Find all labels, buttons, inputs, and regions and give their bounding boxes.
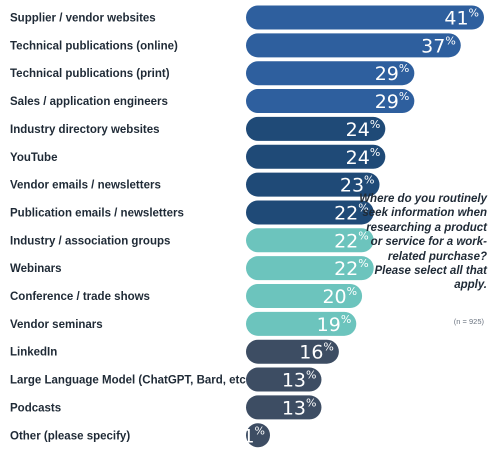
value-suffix: % [399, 62, 409, 75]
value-label: 29% [375, 90, 410, 113]
value-number: 24 [346, 119, 370, 141]
bar [246, 284, 363, 308]
value-number: 24 [346, 147, 370, 169]
value-number: 22 [334, 258, 358, 280]
value-number: 13 [282, 370, 306, 392]
value-number: 41 [444, 8, 468, 30]
sample-size: (n = 925) [453, 317, 484, 326]
category-label: Large Language Model (ChatGPT, Bard, etc… [10, 375, 253, 387]
bar [246, 89, 415, 114]
value-number: 1 [242, 425, 254, 447]
value-number: 13 [282, 397, 306, 419]
bar [246, 228, 374, 253]
value-number: 16 [299, 342, 323, 364]
category-label: Technical publications (online) [10, 40, 178, 52]
value-suffix: % [358, 257, 368, 270]
value-label: 20% [322, 285, 357, 308]
value-suffix: % [445, 34, 455, 47]
bar [246, 395, 322, 420]
value-suffix: % [306, 396, 316, 409]
value-suffix: % [370, 118, 380, 131]
bar [246, 116, 386, 141]
category-label: Technical publications (print) [10, 68, 170, 80]
value-suffix: % [347, 285, 357, 298]
value-suffix: % [358, 201, 368, 214]
value-suffix: % [306, 369, 316, 382]
value-label: 22% [334, 201, 369, 224]
category-label: Vendor emails / newsletters [10, 180, 161, 192]
value-label: 22% [334, 229, 369, 252]
value-label: 29% [375, 62, 410, 85]
value-number: 19 [317, 314, 341, 336]
value-label: 37% [421, 34, 456, 57]
survey-question: Where do you routinely seek information … [359, 193, 487, 292]
value-label: 13% [282, 369, 317, 392]
category-label: LinkedIn [10, 347, 57, 359]
bar [246, 33, 461, 58]
value-number: 22 [334, 202, 358, 224]
bar [246, 61, 415, 86]
bar [246, 144, 386, 169]
bar [246, 5, 484, 30]
value-label: 41% [444, 7, 479, 30]
value-label: 24% [346, 146, 381, 169]
value-number: 23 [340, 175, 364, 197]
value-number: 29 [375, 91, 399, 113]
value-suffix: % [323, 341, 333, 354]
category-label: Other (please specify) [10, 430, 130, 442]
category-label: Industry directory websites [10, 124, 160, 136]
value-label: 16% [299, 341, 334, 364]
category-label: Industry / association groups [10, 235, 170, 247]
category-label: Webinars [10, 263, 62, 275]
category-label: Sales / application engineers [10, 96, 168, 108]
value-suffix: % [255, 424, 265, 437]
value-number: 22 [334, 230, 358, 252]
category-label: Supplier / vendor websites [10, 13, 156, 25]
value-label: 1% [242, 424, 265, 447]
value-label: 22% [334, 257, 369, 280]
category-label: Vendor seminars [10, 319, 103, 331]
bar [246, 172, 380, 197]
value-suffix: % [469, 7, 479, 20]
category-label: Podcasts [10, 402, 61, 414]
value-label: 23% [340, 174, 375, 197]
value-label: 24% [346, 118, 381, 141]
value-suffix: % [399, 90, 409, 103]
category-label: YouTube [10, 152, 57, 164]
value-suffix: % [370, 146, 380, 159]
value-number: 20 [322, 286, 346, 308]
value-suffix: % [364, 174, 374, 187]
category-label: Publication emails / newsletters [10, 207, 184, 219]
category-label: Conference / trade shows [10, 291, 150, 303]
value-label: 19% [317, 313, 352, 336]
bar [246, 367, 322, 392]
value-number: 37 [421, 35, 445, 57]
bar [246, 423, 270, 448]
bar [246, 339, 339, 364]
value-label: 13% [282, 396, 317, 419]
value-suffix: % [358, 229, 368, 242]
bar [246, 311, 357, 336]
bar [246, 200, 374, 225]
value-number: 29 [375, 63, 399, 85]
value-suffix: % [341, 313, 351, 326]
bar [246, 256, 374, 281]
